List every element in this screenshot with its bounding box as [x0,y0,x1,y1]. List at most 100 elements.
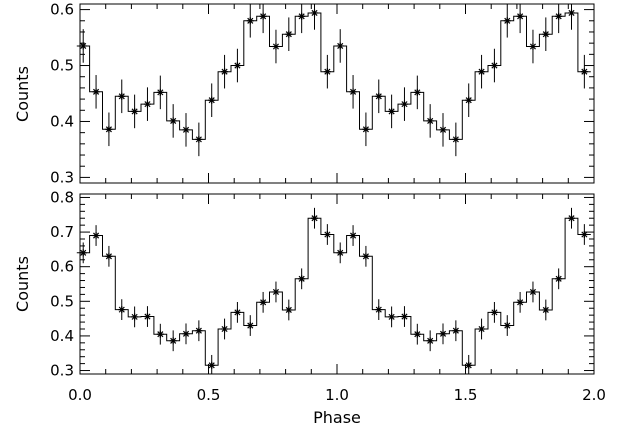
x-tick-label: 2.0 [582,386,606,404]
y-tick-label: 0.5 [50,292,74,310]
data-point-star [118,92,126,100]
y-tick-label: 0.5 [50,57,74,75]
data-point-star [388,313,396,321]
data-point-star [195,135,203,143]
data-point-star [490,308,498,316]
data-point-star [143,313,151,321]
y-tick-label: 0.4 [50,327,74,345]
data-point-star [542,30,550,38]
data-point-star [490,62,498,70]
data-point-star [298,12,306,20]
y-tick-label: 0.8 [50,188,74,206]
data-point-star [311,214,319,222]
data-point-star [503,17,511,25]
top-axis-ticks [79,4,595,183]
data-point-star [413,330,421,338]
data-point-star [92,232,100,240]
data-point-star [465,361,473,369]
bottom-panel: 0.3 0.4 0.5 0.6 0.7 0.8 0.0 0.5 1.0 1.5 2.0 Count… [13,188,606,427]
data-point-star [388,107,396,115]
data-point-star [323,231,331,238]
data-point-star [182,330,190,338]
top-y-axis-label: Counts [13,66,32,122]
bottom-y-tick-labels: 0.3 0.4 0.5 0.6 0.7 0.8 [50,188,74,379]
data-point-star [233,62,241,70]
data-point-star [375,306,383,314]
data-point-star [92,88,100,96]
data-point-star [208,96,216,104]
x-axis-label: Phase [313,408,361,427]
data-point-star [516,12,524,20]
data-point-star [246,322,254,330]
bottom-plot-frame [79,193,595,375]
data-point-star [285,30,293,38]
x-tick-label: 0.5 [197,386,221,404]
data-point-star [233,308,241,316]
y-tick-label: 0.3 [50,362,74,380]
top-y-tick-labels: 0.3 0.4 0.5 0.6 [50,1,74,187]
data-point-star [503,322,511,330]
data-point-star [323,68,331,76]
data-point-star [439,330,447,338]
data-point-star [478,325,486,333]
data-point-star [568,9,576,17]
data-point-star [529,43,537,51]
top-panel: 0.3 0.4 0.5 0.6 Counts [13,1,595,187]
data-point-star [452,135,460,143]
data-point-star [452,327,460,335]
data-point-star [79,42,87,50]
x-tick-label: 1.0 [325,386,349,404]
y-tick-label: 0.4 [50,112,74,130]
data-point-star [246,17,254,25]
y-tick-label: 0.6 [50,258,74,276]
data-point-star [542,306,550,314]
y-tick-label: 0.3 [50,168,74,186]
data-point-star [169,117,177,125]
data-point-star [375,92,383,100]
data-point-star [568,214,576,222]
data-point-star [478,68,486,76]
bottom-axis-ticks [79,194,595,374]
data-point-star [426,117,434,125]
data-point-star [311,9,319,17]
data-point-star [362,252,370,260]
data-point-star [105,125,113,133]
data-point-star [118,306,126,314]
data-point-star [349,88,357,96]
data-point-star [221,325,229,333]
data-point-star [259,298,267,306]
data-point-star [439,126,447,134]
x-tick-label: 1.5 [454,386,478,404]
data-point-star [169,337,177,345]
data-point-star [259,12,267,20]
data-point-star [336,249,344,257]
data-point-star [272,43,280,51]
data-point-star [208,361,216,369]
data-point-star [272,288,280,296]
data-point-star [580,68,588,76]
data-point-star [105,252,113,260]
data-point-star [195,327,203,335]
data-point-star [79,249,87,257]
data-point-star [221,68,229,76]
data-point-star [580,231,588,238]
data-point-star [349,232,357,240]
data-point-star [131,107,139,115]
data-point-star [336,42,344,50]
data-point-star [285,306,293,314]
data-point-star [555,275,563,283]
data-point-star [156,88,164,96]
data-point-star [298,275,306,283]
data-point-star [400,313,408,321]
data-point-star [143,100,151,108]
data-point-star [156,330,164,338]
data-point-star [465,96,473,104]
x-tick-label: 0.0 [68,386,92,404]
bottom-step-histogram [76,217,591,366]
top-plot-frame [79,3,595,184]
top-data-points [79,4,588,157]
bottom-y-axis-label: Counts [13,256,32,312]
data-point-star [400,100,408,108]
y-tick-label: 0.7 [50,223,74,241]
